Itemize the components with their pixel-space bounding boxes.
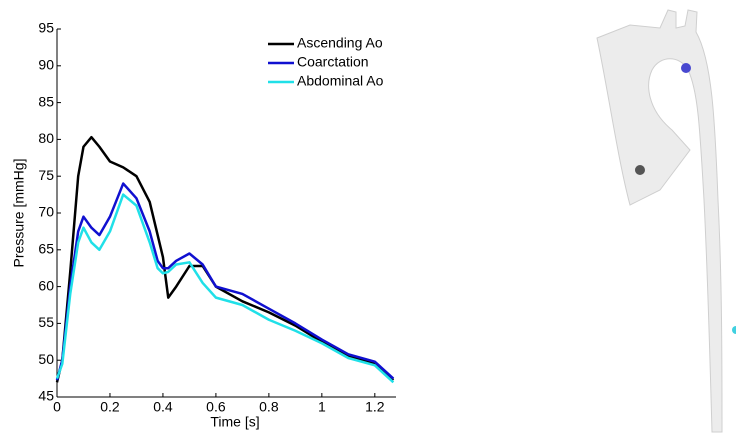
x-tick-label: 0.4 [153,399,173,415]
x-tick-label: 0.6 [206,399,226,415]
x-tick-label: 1 [318,399,326,415]
y-tick-label: 65 [38,241,54,257]
x-tick-label: 0.2 [100,399,120,415]
y-tick-label: 85 [38,93,54,109]
y-tick-label: 75 [38,167,54,183]
y-tick-label: 60 [38,277,54,293]
series-line [55,182,395,381]
y-tick-label: 90 [38,57,54,73]
y-axis-label: Pressure [mmHg] [11,159,27,268]
y-tick-label: 55 [38,314,54,330]
series-line [55,135,395,383]
x-tick-label: 0.8 [259,399,279,415]
legend-label: Coarctation [297,54,369,70]
marker-abdominal [732,326,736,334]
marker-ascending [635,165,645,175]
y-tick-label: 45 [38,388,54,404]
series-line [55,193,395,384]
y-tick-label: 95 [38,20,54,36]
marker-coarctation [681,63,691,73]
x-tick-label: 0 [53,399,61,415]
aorta-model [596,9,736,433]
y-tick-label: 80 [38,130,54,146]
aorta-shape [596,9,723,433]
y-tick-label: 50 [38,351,54,367]
y-tick-label: 70 [38,204,54,220]
x-axis-label: Time [s] [210,414,259,430]
legend-label: Ascending Ao [297,35,383,51]
x-tick-label: 1.2 [365,399,385,415]
legend-label: Abdominal Ao [297,73,384,89]
